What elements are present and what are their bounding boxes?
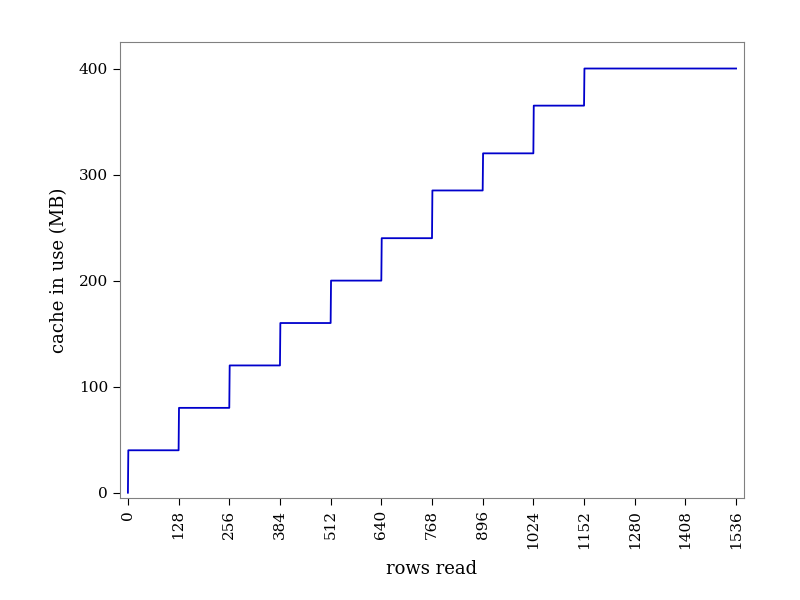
Y-axis label: cache in use (MB): cache in use (MB) [50,187,68,353]
X-axis label: rows read: rows read [386,560,478,578]
